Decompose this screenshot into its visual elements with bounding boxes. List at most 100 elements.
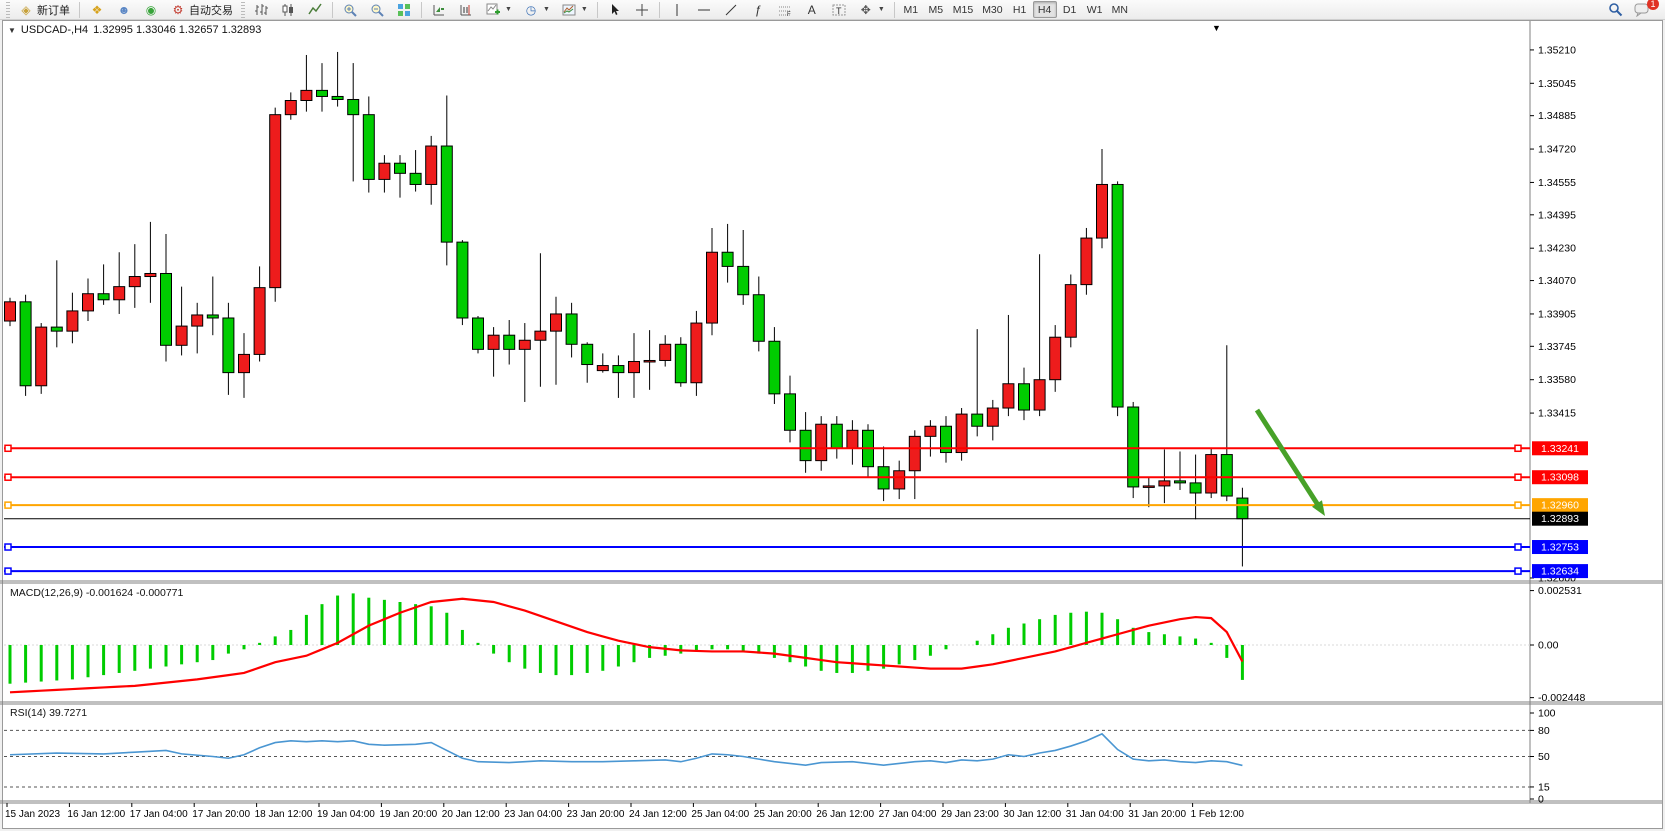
new-order-button[interactable]: ◈ 新订单 [13,1,75,19]
symbol-ohlc-header[interactable]: ▼ USDCAD-,H4 1.32995 1.33046 1.32657 1.3… [8,24,261,36]
fibonacci-grid-tool-button[interactable]: F [772,1,798,19]
community-button[interactable]: ☻ [111,1,137,19]
chart-shift-marker-icon[interactable]: ▼ [1212,23,1221,33]
horizontal-line-1.32960[interactable] [4,501,1530,509]
svg-text:25 Jan 20:00: 25 Jan 20:00 [754,809,812,820]
tile-windows-icon [396,2,412,18]
timeframe-h4-button[interactable]: H4 [1032,1,1057,18]
zoom-out-icon [369,2,385,18]
macd-axis[interactable]: 0.002531 0.00 -0.002448 [1530,585,1585,704]
search-button[interactable] [1602,1,1628,19]
svg-text:0: 0 [1538,794,1544,806]
auto-scroll-button[interactable] [426,1,452,19]
auto-trading-label: 自动交易 [189,4,233,17]
svg-text:15 Jan 2023: 15 Jan 2023 [5,809,60,820]
candlesticks [4,51,1249,567]
chat-bubble-icon [1634,2,1650,18]
svg-text:1.33905: 1.33905 [1538,308,1576,320]
timeframe-mn-button[interactable]: MN [1111,4,1128,16]
horizontal-line-1.32753[interactable] [4,543,1530,551]
toolbar-grip[interactable] [241,1,245,18]
templates-button[interactable]: ▼ [556,1,593,19]
price-label-1.32753: 1.32753 [1532,540,1588,555]
svg-text:30 Jan 12:00: 30 Jan 12:00 [1003,809,1061,820]
svg-text:16 Jan 12:00: 16 Jan 12:00 [67,809,125,820]
arrows-shapes-icon: ✥ [860,2,871,17]
svg-text:24 Jan 12:00: 24 Jan 12:00 [629,809,687,820]
separator [893,1,895,18]
arrows-tool-button[interactable]: ✥ ▼ [853,1,890,19]
chart-canvas[interactable]: 1.35210 1.35045 1.34885 1.34720 1.34555 1.343… [0,20,1665,831]
price-label-1.32960: 1.32960 [1532,498,1588,513]
crosshair-icon [634,2,650,18]
notifications-button[interactable]: 1 [1629,0,1659,19]
svg-text:20 Jan 12:00: 20 Jan 12:00 [442,809,500,820]
horizontal-line-1.33241[interactable] [4,444,1530,453]
crosshair-tool-button[interactable] [629,1,655,19]
horizontal-line-1.33098[interactable] [4,473,1530,481]
toolbar-grip[interactable] [6,1,10,18]
timeframe-h1-button[interactable]: H1 [1012,4,1027,16]
svg-text:0.002531: 0.002531 [1538,585,1582,597]
svg-text:100: 100 [1538,708,1556,720]
robot-icon: ⚙ [172,2,184,17]
fibonacci-tool-button[interactable]: ƒ [745,1,771,19]
current-price-label: 1.32893 [1532,511,1588,526]
symbol-label: USDCAD-,H4 [20,24,89,36]
svg-text:1.35210: 1.35210 [1538,44,1576,56]
main-toolbar: ◈ 新订单 ❖ ☻ ◉ ⚙ 自动交易 [0,0,1665,20]
auto-trading-button[interactable]: ⚙ 自动交易 [165,1,238,19]
search-icon [1607,2,1623,18]
svg-text:31 Jan 20:00: 31 Jan 20:00 [1128,809,1186,820]
dropdown-caret-icon: ▼ [877,6,885,13]
svg-text:1.32893: 1.32893 [1541,513,1579,525]
cursor-tool-button[interactable] [602,1,628,19]
horizontal-line-tool-button[interactable] [691,1,717,19]
svg-text:1.34070: 1.34070 [1538,275,1576,287]
fibonacci-icon: ƒ [754,2,762,17]
add-indicator-icon [485,2,501,18]
vertical-line-tool-button[interactable] [664,1,690,19]
macd-histogram [8,593,1244,684]
svg-text:1.34230: 1.34230 [1538,243,1576,255]
timeframe-m30-button[interactable]: M30 [982,4,1003,16]
timeframe-m5-button[interactable]: M5 [928,4,944,16]
cursor-icon [607,2,623,18]
text-label-tool-button[interactable]: T [826,1,852,19]
dropdown-caret-icon: ▼ [580,6,588,13]
svg-text:1.33098: 1.33098 [1541,472,1579,484]
timeframe-m1-button[interactable]: M1 [903,4,919,16]
tile-windows-button[interactable] [391,1,417,19]
annotation-arrow[interactable] [1254,408,1325,516]
timeframe-m15-button[interactable]: M15 [952,4,974,16]
zoom-out-button[interactable] [364,1,390,19]
separator [596,1,598,18]
zoom-in-button[interactable] [337,1,363,19]
horizontal-line-1.32634[interactable] [4,567,1530,575]
chart-shift-button[interactable] [453,1,479,19]
bar-chart-button[interactable] [248,1,274,19]
rsi-axis[interactable]: 100 80 50 150 [1530,708,1556,806]
text-label-icon: T [831,2,847,18]
one-click-expand-icon[interactable]: ▼ [8,25,16,35]
trendline-tool-button[interactable] [718,1,744,19]
periods-button[interactable]: ◷ ▼ [518,1,555,19]
candlestick-chart-button[interactable] [275,1,301,19]
gold-ingots-icon: ❖ [91,2,103,17]
timeframe-d1-button[interactable]: D1 [1062,4,1077,16]
svg-text:1 Feb 12:00: 1 Feb 12:00 [1191,809,1245,820]
line-chart-button[interactable] [302,1,328,19]
svg-text:19 Jan 20:00: 19 Jan 20:00 [379,809,437,820]
svg-text:25 Jan 04:00: 25 Jan 04:00 [691,809,749,820]
text-tool-button[interactable]: A [799,1,825,19]
time-axis[interactable]: 15 Jan 2023 16 Jan 12:00 17 Jan 04:00 17 Ja… [5,803,1244,820]
svg-text:50: 50 [1538,751,1550,763]
timeframe-w1-button[interactable]: W1 [1086,4,1103,16]
svg-text:18 Jan 12:00: 18 Jan 12:00 [255,809,313,820]
market-button[interactable]: ❖ [84,1,110,19]
price-label-1.33098: 1.33098 [1532,470,1588,485]
svg-text:1.33745: 1.33745 [1538,341,1576,353]
svg-text:29 Jan 23:00: 29 Jan 23:00 [941,809,999,820]
indicators-button[interactable]: ▼ [480,1,517,19]
signals-button[interactable]: ◉ [138,1,164,19]
